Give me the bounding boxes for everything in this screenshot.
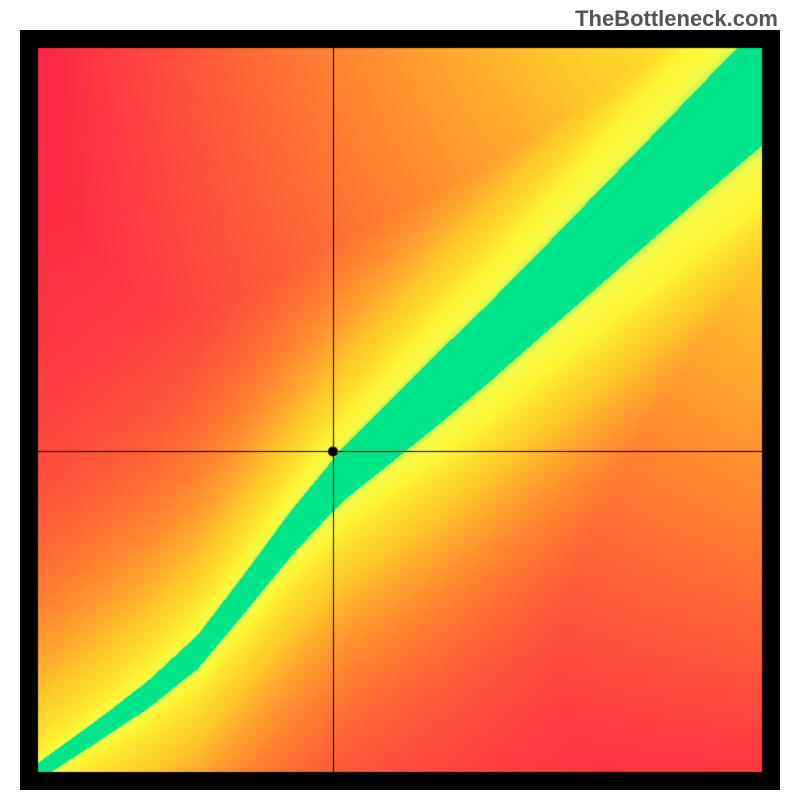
bottleneck-heatmap [20, 30, 780, 790]
chart-frame [20, 30, 780, 790]
watermark-text: TheBottleneck.com [575, 6, 778, 32]
